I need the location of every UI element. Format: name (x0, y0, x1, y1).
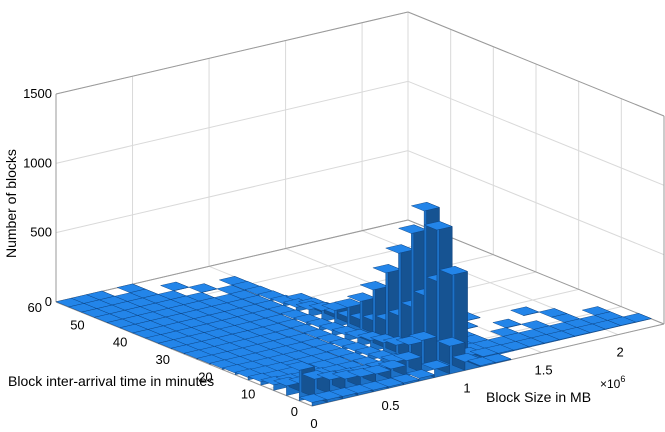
x-axis-exponent: ×106 (600, 374, 625, 391)
histogram-bar (159, 281, 190, 292)
histogram-bar (285, 361, 316, 402)
grid-line (407, 80, 665, 186)
y-tick-label: 20 (198, 369, 212, 384)
histogram-bar (272, 376, 303, 396)
y-tick-label: 40 (113, 335, 127, 350)
bar-layer (55, 201, 652, 407)
histogram-bar (372, 264, 402, 349)
z-tick-label: 0 (45, 294, 52, 309)
x-tick-label: 0.5 (381, 398, 399, 413)
histogram-bar (313, 390, 344, 403)
axis-edge (55, 219, 409, 303)
z-tick-label: 1500 (23, 86, 52, 101)
x-tick-label: 2 (616, 345, 623, 360)
z-tick-label: 1000 (23, 155, 52, 170)
histogram-bar (438, 265, 469, 366)
grid-line (55, 80, 409, 164)
histogram-bar (188, 283, 218, 293)
grid-line (407, 150, 665, 256)
axis-edge (55, 11, 409, 95)
histogram-bar (622, 313, 652, 323)
y-tick-label: 10 (241, 387, 255, 402)
x-axis-label: Block Size in MB (486, 389, 591, 405)
histogram-bar (492, 318, 522, 329)
histogram-bar (375, 377, 405, 389)
axis-edge (407, 11, 665, 117)
histogram-bar (329, 387, 359, 400)
grid-line (55, 150, 409, 234)
histogram-bar (482, 353, 512, 364)
histogram-bar (510, 306, 540, 317)
histogram-bar (346, 292, 377, 338)
x-tick-label: 1 (463, 380, 470, 395)
y-tick-label: 50 (70, 317, 84, 332)
x-tick-label: 0 (310, 416, 317, 431)
x-axis-exponent-power: 6 (620, 374, 625, 384)
histogram-bar (420, 360, 451, 378)
histogram-bar (359, 381, 390, 392)
x-axis-exponent-base: ×10 (600, 377, 621, 391)
y-tick-label: 30 (156, 352, 170, 367)
histogram-bar (423, 221, 453, 369)
y-axis-label: Block inter-arrival time in minutes (8, 373, 214, 389)
y-tick-label: 60 (28, 300, 42, 315)
z-tick-label: 500 (30, 225, 52, 240)
x-tick-label: 1.5 (535, 363, 553, 378)
z-axis-label: Number of blocks (3, 149, 19, 258)
histogram-bar (405, 369, 436, 382)
y-tick-label: 0 (291, 404, 298, 419)
histogram-bar (390, 373, 420, 385)
